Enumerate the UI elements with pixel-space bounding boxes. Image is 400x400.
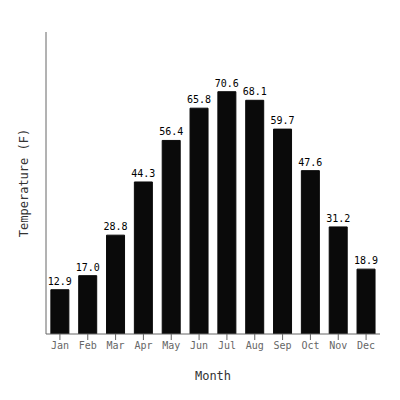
svg-text:65.8: 65.8 — [187, 94, 211, 105]
svg-text:28.8: 28.8 — [103, 221, 127, 232]
svg-text:44.3: 44.3 — [131, 168, 155, 179]
svg-text:Dec: Dec — [357, 340, 375, 351]
svg-text:Apr: Apr — [134, 340, 152, 351]
svg-text:59.7: 59.7 — [270, 115, 294, 126]
svg-text:May: May — [162, 340, 180, 351]
svg-text:Month: Month — [195, 369, 231, 383]
svg-text:31.2: 31.2 — [326, 213, 350, 224]
svg-text:Nov: Nov — [329, 340, 347, 351]
svg-text:Feb: Feb — [79, 340, 97, 351]
svg-text:Mar: Mar — [107, 340, 125, 351]
svg-text:Jun: Jun — [190, 340, 208, 351]
svg-text:12.9: 12.9 — [48, 276, 72, 287]
svg-text:47.6: 47.6 — [298, 157, 322, 168]
svg-text:70.6: 70.6 — [215, 78, 239, 89]
svg-text:Sep: Sep — [274, 340, 292, 351]
svg-text:Temperature (F): Temperature (F) — [17, 129, 31, 237]
svg-text:Oct: Oct — [301, 340, 319, 351]
svg-text:Aug: Aug — [246, 340, 264, 351]
svg-text:68.1: 68.1 — [243, 86, 267, 97]
svg-text:18.9: 18.9 — [354, 255, 378, 266]
svg-text:17.0: 17.0 — [76, 262, 100, 273]
svg-text:Jul: Jul — [218, 340, 236, 351]
svg-text:56.4: 56.4 — [159, 126, 183, 137]
svg-text:Jan: Jan — [51, 340, 69, 351]
